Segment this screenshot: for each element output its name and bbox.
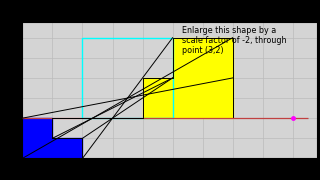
Text: Enlarge this shape by a
scale factor of -2, through
point (3,2): Enlarge this shape by a scale factor of … — [182, 26, 286, 55]
Polygon shape — [22, 118, 83, 158]
Polygon shape — [143, 38, 233, 118]
Bar — [83, 38, 172, 118]
